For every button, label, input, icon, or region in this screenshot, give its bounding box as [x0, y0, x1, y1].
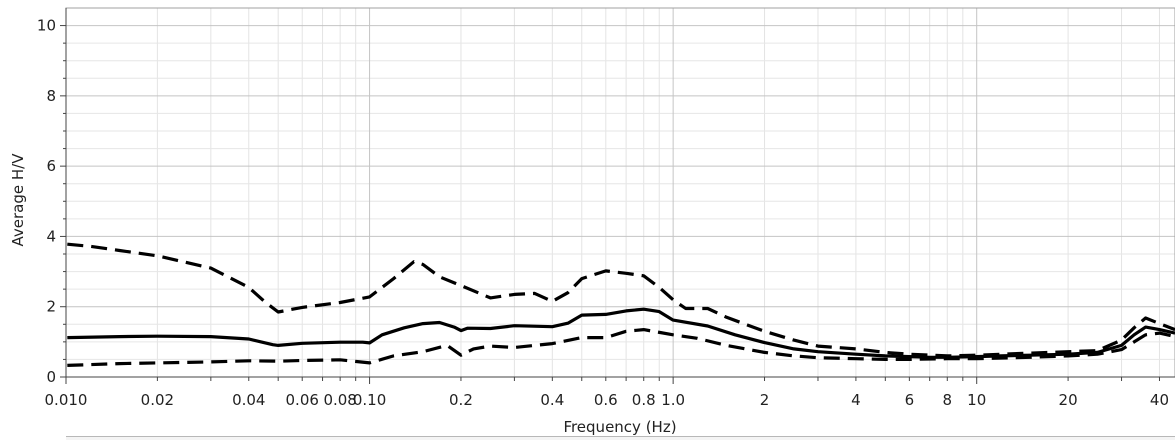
x-tick-label: 0.02: [141, 391, 174, 409]
plot-area: [65, 7, 1175, 378]
x-tick-label: 0.06: [286, 391, 319, 409]
x-tick-label: 6: [905, 391, 915, 409]
x-tick-label: 40: [1150, 391, 1169, 409]
y-axis-title: Average H/V: [9, 153, 27, 247]
x-tick-label: 0.04: [232, 391, 265, 409]
y-tick-label: 6: [46, 157, 56, 175]
series-mean-line: [67, 307, 1175, 359]
y-tick-label: 10: [37, 17, 56, 35]
x-tick-label: 2: [760, 391, 770, 409]
x-tick-label: 0.08: [323, 391, 356, 409]
y-tick-label: 2: [46, 298, 56, 316]
x-tick-label: 0.4: [540, 391, 564, 409]
y-tick-label: 4: [46, 227, 56, 245]
axes: [65, 8, 1175, 378]
bottom-panel-edge: [66, 436, 1175, 440]
x-tick-label: 8: [943, 391, 953, 409]
x-tick-label: 0.2: [449, 391, 473, 409]
x-tick-label: 0.6: [594, 391, 618, 409]
x-tick-label: 0.8: [632, 391, 656, 409]
minor-gridlines: [66, 8, 1175, 377]
x-tick-label: 1.0: [661, 391, 685, 409]
x-tick-label: 20: [1059, 391, 1078, 409]
x-tick-label: 0.10: [353, 391, 386, 409]
x-tick-label: 10: [967, 391, 986, 409]
x-tick-label: 0.010: [45, 391, 88, 409]
x-tick-label: 4: [851, 391, 861, 409]
tick-labels: 0.010 0.02 0.04 0.06 0.080.10 0.2 0.4 0.6 0.8 1.0…: [37, 17, 1169, 409]
y-tick-label: 0: [46, 368, 56, 386]
series-layer: [67, 242, 1175, 367]
x-axis-title: Frequency (Hz): [563, 418, 676, 436]
y-tick-label: 8: [46, 87, 56, 105]
tick-marks: [60, 25, 1160, 384]
major-gridlines: [65, 8, 1175, 378]
series-lower-line: [67, 328, 1175, 367]
